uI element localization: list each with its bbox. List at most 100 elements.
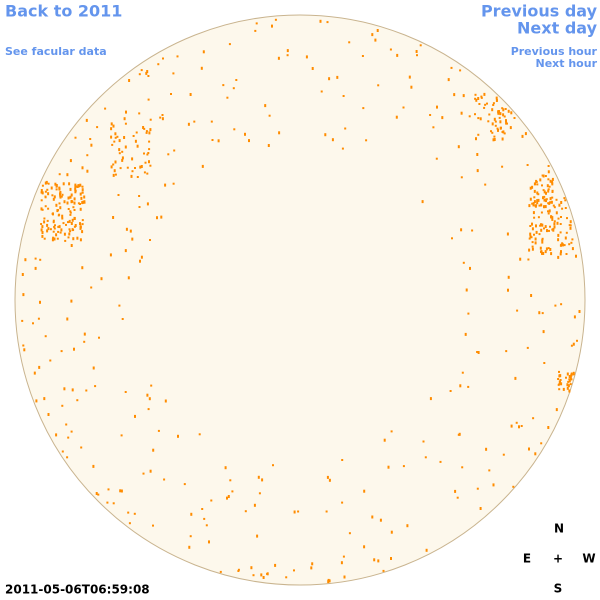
facular-point (51, 212, 54, 215)
facular-point (558, 388, 561, 391)
facular-point (136, 144, 139, 148)
facular-point (374, 38, 377, 42)
facular-point (34, 266, 37, 270)
compass-east: E (523, 552, 531, 566)
facular-point (135, 131, 138, 134)
facular-point (89, 138, 92, 140)
back-year-link[interactable]: Back to 2011 (5, 2, 122, 21)
facular-point (58, 202, 61, 205)
facular-point (429, 114, 432, 116)
facular-point (41, 234, 44, 238)
facular-point (127, 511, 130, 514)
facular-point (340, 561, 343, 565)
facular-point (217, 139, 220, 143)
facular-point (138, 195, 141, 197)
facular-point (533, 200, 536, 204)
facular-point (535, 224, 537, 228)
facular-point (69, 159, 72, 163)
next-hour-link[interactable]: Next hour (536, 57, 598, 70)
facular-point (373, 558, 376, 562)
facular-point (142, 472, 145, 475)
facular-point (92, 464, 95, 468)
facular-point (365, 139, 368, 142)
facular-point (83, 340, 86, 343)
facular-point (40, 223, 43, 225)
facular-point (119, 489, 122, 493)
facular-point (34, 257, 37, 260)
facular-point (553, 225, 556, 229)
facular-point (81, 166, 84, 170)
next-day-link[interactable]: Next day (517, 19, 598, 38)
facular-point (146, 393, 149, 397)
facular-point (529, 186, 532, 190)
facular-point (44, 190, 47, 193)
facular-point (257, 475, 260, 479)
facular-point (70, 244, 73, 247)
facular-point (569, 376, 572, 380)
facular-point (477, 351, 480, 354)
facular-point (58, 186, 61, 190)
facular-point (161, 114, 164, 116)
facular-point (560, 201, 563, 204)
facular-point (572, 342, 575, 346)
facular-point (457, 145, 460, 149)
facular-point (134, 414, 136, 418)
facular-point (476, 153, 479, 156)
facular-point (173, 149, 176, 152)
facular-point (542, 174, 545, 178)
facular-point (549, 179, 552, 183)
facular-point (559, 379, 562, 381)
facular-point (125, 227, 128, 231)
facular-point (529, 235, 532, 239)
facular-point (81, 188, 84, 192)
facular-point (549, 248, 552, 251)
facular-point (348, 41, 351, 44)
previous-hour-link[interactable]: Previous hour (511, 45, 598, 58)
facular-point (77, 202, 80, 205)
facular-point (575, 254, 577, 258)
facular-point (491, 108, 494, 112)
facular-point (474, 93, 477, 96)
facular-point (492, 138, 495, 142)
facular-point (537, 198, 540, 202)
facular-point (514, 376, 517, 380)
facular-point (476, 487, 479, 490)
facular-point (528, 248, 531, 252)
facular-point (143, 171, 146, 174)
facular-point (139, 259, 141, 263)
facular-point (512, 485, 515, 488)
facular-point (139, 165, 142, 169)
facular-point (74, 136, 77, 139)
facular-point (534, 241, 537, 245)
facular-point (44, 196, 47, 199)
facular-point (503, 132, 506, 135)
facular-point (66, 317, 69, 321)
facular-point (21, 319, 24, 322)
facular-point (86, 169, 89, 173)
facular-data-link[interactable]: See facular data (5, 45, 107, 58)
facular-point (219, 570, 222, 573)
facular-point (62, 182, 65, 186)
facular-point (41, 191, 44, 195)
facular-point (540, 223, 542, 227)
facular-point (61, 214, 64, 218)
facular-point (439, 460, 442, 463)
facular-point (553, 222, 556, 226)
previous-day-link[interactable]: Previous day (481, 2, 598, 21)
facular-point (106, 501, 109, 504)
facular-point (120, 434, 123, 437)
facular-point (73, 216, 76, 220)
facular-point (545, 198, 548, 201)
facular-point (79, 226, 82, 230)
facular-point (389, 48, 392, 51)
facular-point (32, 322, 34, 325)
facular-point (145, 131, 148, 134)
facular-point (149, 239, 151, 241)
facular-point (222, 84, 225, 87)
facular-point (146, 172, 149, 175)
facular-point (544, 175, 547, 177)
facular-point (145, 71, 148, 75)
facular-point (53, 227, 56, 230)
facular-point (540, 442, 543, 445)
facular-point (546, 229, 548, 233)
